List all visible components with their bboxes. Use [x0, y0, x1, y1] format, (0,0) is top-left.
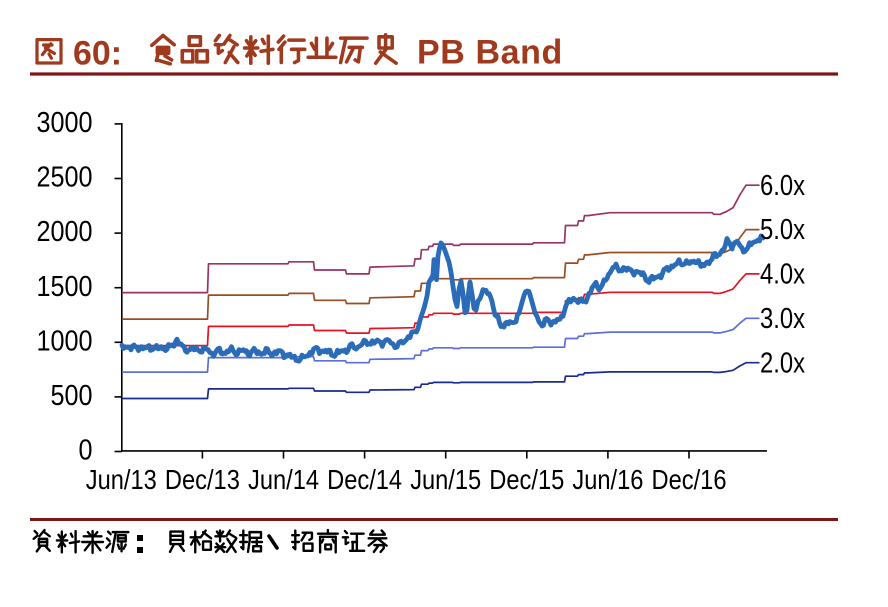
svg-text:Dec/14: Dec/14: [327, 464, 402, 495]
svg-text:4.0x: 4.0x: [760, 259, 805, 291]
svg-text:Jun/14: Jun/14: [248, 464, 319, 495]
svg-text:Dec/13: Dec/13: [165, 464, 240, 495]
svg-text:2000: 2000: [37, 216, 93, 248]
svg-text:2500: 2500: [37, 162, 93, 194]
svg-text:3.0x: 3.0x: [760, 303, 805, 335]
svg-text:Jun/16: Jun/16: [572, 464, 643, 495]
svg-text:2.0x: 2.0x: [760, 347, 805, 379]
svg-text:Jun/13: Jun/13: [86, 464, 157, 495]
svg-text:Dec/16: Dec/16: [652, 464, 727, 495]
svg-text:500: 500: [51, 380, 93, 412]
svg-text:1500: 1500: [37, 271, 93, 303]
svg-text:0: 0: [79, 435, 93, 467]
svg-text:Dec/15: Dec/15: [489, 464, 564, 495]
svg-text:60:: 60:: [73, 35, 122, 73]
svg-text:5.0x: 5.0x: [760, 214, 805, 246]
svg-text:1000: 1000: [37, 325, 93, 357]
svg-text:Jun/15: Jun/15: [410, 464, 481, 495]
svg-text:3000: 3000: [37, 107, 93, 139]
svg-text:6.0x: 6.0x: [760, 170, 805, 202]
svg-text:PB Band: PB Band: [417, 34, 563, 72]
